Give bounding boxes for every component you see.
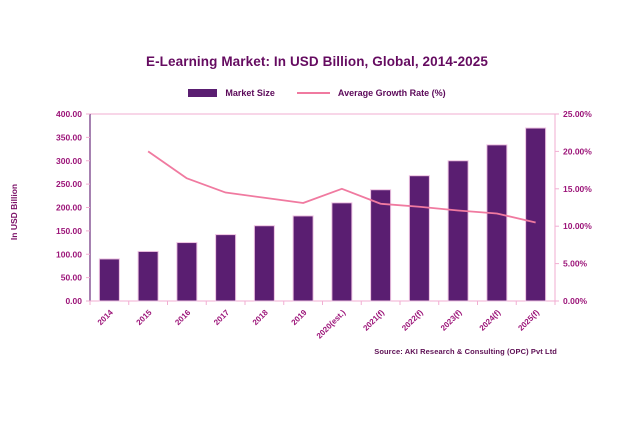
x-axis-label-2024(f): 2024(f): [478, 308, 503, 333]
y-axis-left-tick-label: 0.00: [65, 296, 82, 306]
bar-2024(f): [486, 144, 508, 302]
y-axis-right-tick-label: 25.00%: [563, 109, 592, 119]
y-axis-right-tick-label: 15.00%: [563, 184, 592, 194]
x-axis-label-2021(f): 2021(f): [361, 308, 386, 333]
y-axis-left-tick-label: 350.00: [56, 132, 82, 142]
bar-2016: [176, 242, 198, 302]
bar-2023(f): [447, 160, 469, 302]
x-axis-label-2019: 2019: [290, 308, 309, 327]
market-size-swatch-icon: [188, 89, 218, 97]
x-axis-label-2015: 2015: [135, 308, 154, 327]
x-axis-label-2025(f): 2025(f): [516, 308, 541, 333]
x-axis-label-2022(f): 2022(f): [400, 308, 425, 333]
y-axis-left-tick-label: 50.00: [61, 273, 83, 283]
bar-2020(est.): [331, 202, 353, 302]
x-axis-label-2018: 2018: [251, 308, 270, 327]
legend: Market Size Average Growth Rate (%): [0, 88, 634, 98]
bar-2025(f): [525, 127, 547, 302]
growth-rate-line: [147, 150, 536, 224]
x-axis-label-2016: 2016: [173, 308, 192, 327]
source-note: Source: AKI Research & Consulting (OPC) …: [374, 347, 557, 356]
legend-label-growth-rate: Average Growth Rate (%): [337, 88, 446, 98]
bar-2019: [292, 215, 314, 302]
y-axis-left-tick-label: 400.00: [56, 109, 82, 119]
x-axis-label-2017: 2017: [212, 308, 231, 327]
y-axis-left-tick-label: 250.00: [56, 179, 82, 189]
y-axis-left-tick-label: 200.00: [56, 203, 82, 213]
bar-2017: [215, 234, 237, 302]
bar-2021(f): [370, 189, 392, 302]
bar-2018: [253, 225, 275, 302]
chart-title: E-Learning Market: In USD Billion, Globa…: [145, 54, 489, 69]
bar-2015: [137, 250, 159, 302]
y-axis-right-tick-label: 5.00%: [563, 259, 588, 269]
y-axis-left-tick-label: 300.00: [56, 156, 82, 166]
x-axis-label-2020(est.): 2020(est.): [315, 308, 348, 341]
y-axis-left-tick-label: 100.00: [56, 249, 82, 259]
bar-2022(f): [408, 175, 430, 302]
x-axis-label-2023(f): 2023(f): [439, 308, 464, 333]
y-axis-left-tick-label: 150.00: [56, 226, 82, 236]
legend-label-market-size: Market Size: [225, 88, 275, 98]
y-axis-right-tick-label: 0.00%: [563, 296, 588, 306]
x-axis-label-2014: 2014: [96, 308, 115, 327]
bar-2014: [98, 258, 120, 302]
growth-rate-line-swatch-icon: [296, 92, 330, 94]
y-axis-right-tick-label: 10.00%: [563, 221, 592, 231]
y-axis-right-tick-label: 20.00%: [563, 146, 592, 156]
